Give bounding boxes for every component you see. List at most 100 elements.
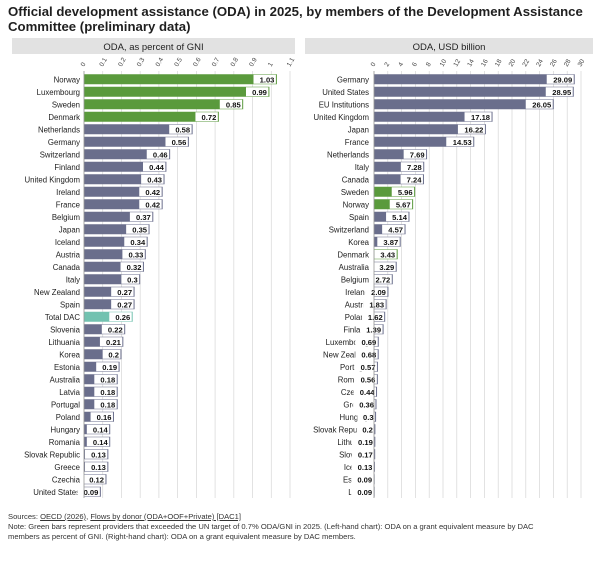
x-tick-label: 0.6 (192, 56, 203, 68)
value-label: 3.29 (379, 263, 394, 272)
value-label: 1.03 (260, 75, 275, 84)
value-label-bg (361, 312, 385, 322)
category-label: Japan (348, 125, 369, 134)
value-label: 28.95 (552, 88, 572, 97)
value-label-bg (354, 374, 377, 384)
x-tick-label: 0.2 (117, 56, 128, 68)
value-label: 1.83 (369, 300, 384, 309)
value-label-bg (96, 362, 119, 372)
category-label: Belgium (52, 213, 80, 222)
value-label-bg (253, 74, 276, 84)
bar (84, 186, 163, 197)
category-label: Luxembourg (37, 88, 80, 97)
value-label-bg (84, 462, 108, 472)
category-label: Romania (49, 438, 81, 447)
category-label: New Zealand (323, 350, 369, 359)
bar (374, 99, 554, 110)
value-label-bg (389, 199, 413, 209)
value-label-bg (351, 474, 374, 484)
bar (84, 111, 219, 122)
category-label: France (56, 200, 80, 209)
bar (374, 86, 574, 97)
value-label-bg (139, 199, 162, 209)
value-label-bg (124, 237, 147, 247)
category-label: Germany (337, 75, 369, 84)
bar (84, 124, 193, 135)
bar (84, 174, 165, 185)
bar (84, 224, 150, 235)
value-label: 0.44 (360, 388, 376, 397)
value-label: 0.3 (363, 413, 374, 422)
value-label-bg (446, 137, 474, 147)
sources-line: Sources: OECD (2026), Flows by donor (OD… (8, 512, 593, 522)
bar (84, 299, 135, 310)
value-label: 14.53 (453, 138, 472, 147)
value-label: 0.36 (359, 400, 374, 409)
value-label: 2.09 (371, 288, 386, 297)
value-label-bg (122, 249, 145, 259)
x-tick-label: 1.1 (286, 56, 297, 68)
value-label: 26.05 (532, 100, 552, 109)
value-label: 0.13 (358, 463, 373, 472)
value-label: 0.18 (100, 400, 115, 409)
category-label: Portugal (51, 400, 80, 409)
chart-panel-1: ODA, as percent of GNI 0 0.1 0.2 0.3 0.4 0.5 0.… (12, 38, 296, 498)
value-label-bg (195, 112, 218, 122)
category-label: Sweden (52, 100, 80, 109)
value-label: 0.21 (106, 338, 122, 347)
note-line-1: Note: Green bars represent providers tha… (8, 522, 534, 531)
value-label: 0.46 (153, 150, 168, 159)
x-tick-label: 18 (494, 58, 504, 68)
x-tick-label: 0.8 (229, 56, 240, 68)
value-label: 0.2 (362, 425, 373, 434)
value-label-bg (141, 174, 164, 184)
x-tick-label: 22 (521, 58, 531, 68)
category-label: United States (322, 88, 369, 97)
value-label-bg (77, 487, 100, 497)
x-tick-label: 0.5 (173, 56, 184, 68)
bar (84, 236, 148, 247)
category-label: Hungary (51, 425, 81, 434)
value-label-bg (386, 212, 409, 222)
chart-title-line1: Official development assistance (ODA) in… (8, 4, 583, 19)
bar (374, 461, 375, 472)
source-link-oecd[interactable]: OECD (2026) (40, 512, 87, 521)
value-label-bg (111, 299, 134, 309)
value-label: 0.35 (132, 225, 148, 234)
category-label: Germany (48, 138, 80, 147)
category-label: Iceland (55, 238, 80, 247)
source-link-dac1[interactable]: Flows by donor (ODA+OOF+Private) [DAC1] (90, 512, 241, 521)
value-label-bg (101, 324, 125, 334)
category-label: Australia (339, 263, 370, 272)
value-label: 0.42 (145, 200, 160, 209)
category-label: Slovak Republic (313, 425, 369, 434)
category-label: Belgium (341, 275, 369, 284)
x-tick-label: 1 (267, 61, 275, 68)
value-label: 16.22 (464, 125, 483, 134)
value-label: 3.87 (383, 238, 398, 247)
category-label: Italy (66, 275, 80, 284)
x-tick-label: 26 (549, 58, 559, 68)
value-label-bg (357, 412, 376, 422)
value-label-bg (90, 412, 113, 422)
value-label-bg (94, 374, 117, 384)
value-label: 0.19 (358, 438, 373, 447)
value-label-bg (351, 462, 374, 472)
category-label: Greece (54, 463, 80, 472)
category-label: Italy (355, 163, 369, 172)
panel-title: ODA, USD billion (413, 42, 486, 53)
value-label: 0.34 (130, 238, 146, 247)
value-label-bg (403, 149, 427, 159)
value-label: 0.32 (127, 263, 142, 272)
category-label: Total DAC (45, 313, 80, 322)
bar (84, 311, 133, 322)
value-label: 0.56 (361, 375, 376, 384)
x-tick-label: 0 (80, 61, 88, 68)
category-label: Denmark (337, 250, 369, 259)
bar (84, 74, 277, 85)
category-label: Estonia (54, 363, 81, 372)
panel-header-bg (12, 38, 295, 54)
value-label: 0.42 (145, 188, 160, 197)
category-label: Austria (345, 300, 370, 309)
value-label: 0.72 (202, 113, 217, 122)
